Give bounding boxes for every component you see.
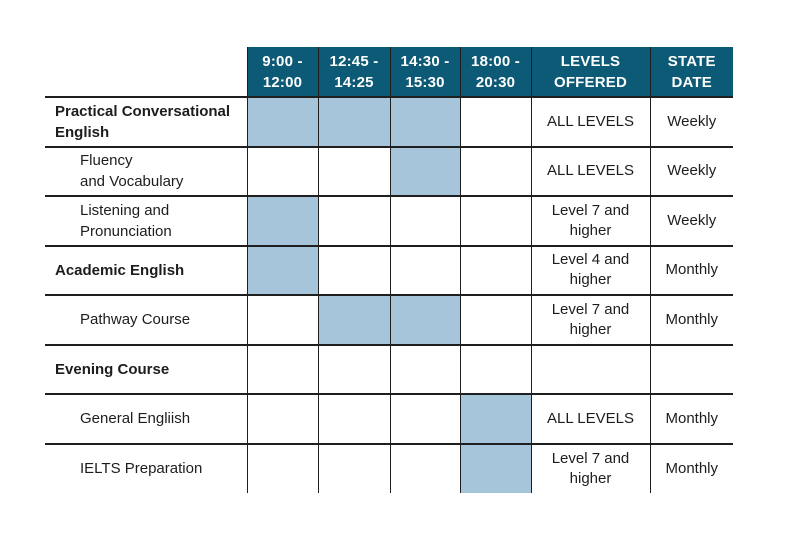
- slot-cell: [389, 244, 461, 296]
- slot-cell: [389, 96, 461, 148]
- course-name: Academic English: [45, 244, 248, 296]
- levels-cell: Level 7 and higher: [530, 442, 651, 493]
- slot-cell: [459, 294, 532, 346]
- slot-cell: [459, 393, 532, 445]
- slot-cell: [459, 96, 532, 148]
- header-row: 9:00 - 12:00 12:45 - 14:25 14:30 - 15:30…: [45, 47, 733, 98]
- slot-cell: [389, 145, 461, 197]
- state-date-cell: Monthly: [649, 244, 733, 296]
- table-row: Academic English Level 4 and higher Mont…: [45, 244, 733, 296]
- state-date-cell: Weekly: [649, 96, 733, 148]
- slot-cell: [317, 294, 391, 346]
- levels-offered-header: LEVELS OFFERED: [530, 47, 651, 98]
- time-column-header-4: 18:00 - 20:30: [459, 47, 532, 98]
- course-name: Listening and Pronunciation: [45, 195, 248, 247]
- levels-cell: ALL LEVELS: [530, 393, 651, 445]
- slot-cell: [459, 145, 532, 197]
- slot-cell: [317, 393, 391, 445]
- levels-cell: ALL LEVELS: [530, 96, 651, 148]
- state-date-cell: Weekly: [649, 145, 733, 197]
- slot-cell: [389, 442, 461, 493]
- state-date-cell: Monthly: [649, 393, 733, 445]
- slot-cell: [459, 244, 532, 296]
- slot-cell: [317, 244, 391, 296]
- levels-cell: Level 4 and higher: [530, 244, 651, 296]
- slot-cell: [246, 244, 319, 296]
- course-name: General Engliish: [45, 393, 248, 445]
- course-name: Pathway Course: [45, 294, 248, 346]
- table-row: Pathway Course Level 7 and higher Monthl…: [45, 294, 733, 346]
- slot-cell: [246, 195, 319, 247]
- slot-cell: [389, 343, 461, 395]
- table-row: General Engliish ALL LEVELS Monthly: [45, 393, 733, 445]
- state-date-cell: Monthly: [649, 442, 733, 493]
- state-date-cell: Monthly: [649, 294, 733, 346]
- time-column-header-3: 14:30 - 15:30: [389, 47, 461, 98]
- slot-cell: [459, 343, 532, 395]
- course-name: Fluency and Vocabulary: [45, 145, 248, 197]
- time-column-header-1: 9:00 - 12:00: [246, 47, 319, 98]
- slot-cell: [246, 96, 319, 148]
- slot-cell: [317, 145, 391, 197]
- slot-cell: [317, 195, 391, 247]
- table-row: Practical Conversational English ALL LEV…: [45, 96, 733, 148]
- course-schedule-table: 9:00 - 12:00 12:45 - 14:25 14:30 - 15:30…: [45, 47, 733, 493]
- slot-cell: [389, 393, 461, 445]
- slot-cell: [246, 343, 319, 395]
- slot-cell: [246, 442, 319, 493]
- levels-cell: Level 7 and higher: [530, 294, 651, 346]
- slot-cell: [389, 195, 461, 247]
- slot-cell: [246, 145, 319, 197]
- slot-cell: [317, 442, 391, 493]
- table-row: Fluency and Vocabulary ALL LEVELS Weekly: [45, 145, 733, 197]
- slot-cell: [389, 294, 461, 346]
- state-date-cell: Weekly: [649, 195, 733, 247]
- slot-cell: [246, 393, 319, 445]
- state-date-cell: [649, 343, 733, 395]
- levels-cell: Level 7 and higher: [530, 195, 651, 247]
- state-date-header: STATE DATE: [649, 47, 733, 98]
- time-column-header-2: 12:45 - 14:25: [317, 47, 391, 98]
- table-row: IELTS Preparation Level 7 and higher Mon…: [45, 442, 733, 493]
- slot-cell: [459, 442, 532, 493]
- course-name: Evening Course: [45, 343, 248, 395]
- slot-cell: [317, 343, 391, 395]
- table-row: Listening and Pronunciation Level 7 and …: [45, 195, 733, 247]
- levels-cell: [530, 343, 651, 395]
- course-name: Practical Conversational English: [45, 96, 248, 148]
- slot-cell: [317, 96, 391, 148]
- course-name: IELTS Preparation: [45, 442, 248, 493]
- levels-cell: ALL LEVELS: [530, 145, 651, 197]
- slot-cell: [459, 195, 532, 247]
- corner-cell: [45, 47, 248, 98]
- table-row: Evening Course: [45, 343, 733, 395]
- slot-cell: [246, 294, 319, 346]
